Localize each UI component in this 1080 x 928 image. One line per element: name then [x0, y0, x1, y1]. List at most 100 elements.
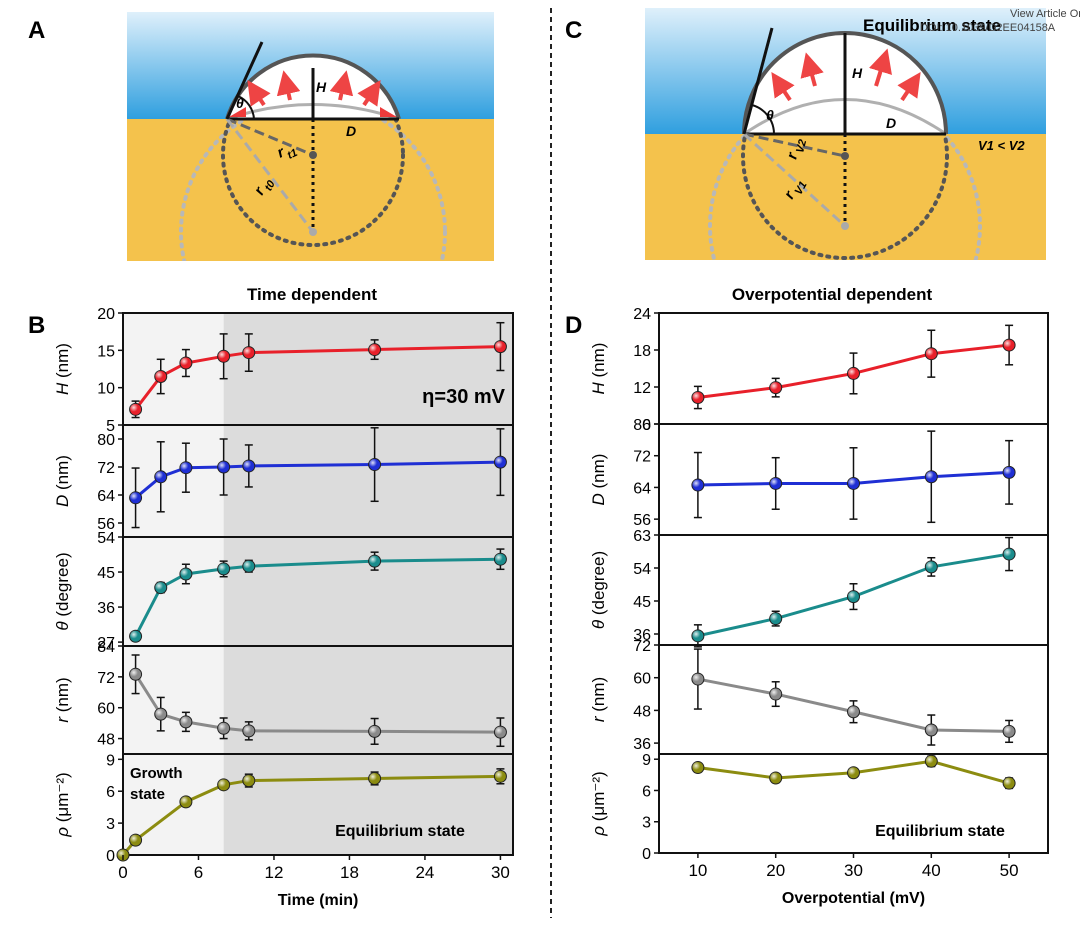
x-tick-label: 30: [844, 861, 863, 880]
data-point-highlight: [847, 367, 860, 380]
y-axis-unit: (degree): [589, 551, 608, 620]
y-tick-label: 9: [642, 752, 651, 769]
data-point-highlight: [154, 370, 167, 383]
subplot-frame: [658, 644, 1049, 755]
x-tick-label: 0: [118, 863, 127, 882]
angle-arc-right: [751, 104, 776, 135]
schematic-left: H D θ r t1 r t0: [127, 12, 494, 261]
subplot-0: 6 12 18 24 H (nm): [589, 306, 1049, 434]
data-point-highlight: [691, 673, 704, 686]
eta-annotation: η=30 mV: [422, 386, 505, 408]
y-tick-label: 54: [97, 530, 115, 547]
data-point-highlight: [154, 470, 167, 483]
data-point-highlight: [691, 479, 704, 492]
y-axis-symbol: D: [589, 493, 608, 505]
radius-t1-line: [226, 117, 314, 157]
y-axis-unit: (μm⁻²): [53, 772, 72, 827]
data-point-highlight: [494, 553, 507, 566]
data-point-highlight: [847, 477, 860, 490]
data-point-highlight: [691, 629, 704, 642]
subplot-4: 0 3 6 9 ρ (μm⁻²): [53, 752, 514, 865]
x-tick-label: 50: [1000, 861, 1019, 880]
center-v2-dot: [841, 152, 849, 160]
data-point-highlight: [1003, 466, 1016, 479]
growth-arrow-r1: [771, 72, 795, 102]
y-tick-label: 18: [633, 343, 651, 360]
panel-letter-d: D: [565, 312, 582, 339]
article-link-note[interactable]: View Article Online: [1010, 8, 1080, 20]
view-article-text: View Article Online: [1010, 8, 1080, 20]
x-tick-label: 24: [415, 863, 434, 882]
data-point-highlight: [847, 590, 860, 603]
y-tick-label: 20: [97, 306, 115, 323]
outer-dotted-circle: [179, 98, 447, 261]
y-tick-label: 54: [633, 561, 651, 578]
y-tick-label: 45: [97, 565, 115, 582]
y-axis-unit: (nm): [589, 454, 608, 494]
data-point-highlight: [242, 724, 255, 737]
growth-label-line1: Growth: [130, 765, 183, 782]
data-point-highlight: [217, 722, 230, 735]
y-axis-unit: (nm): [589, 677, 608, 717]
y-tick-label: 72: [97, 460, 115, 477]
data-point-highlight: [769, 771, 782, 784]
y-tick-label: 5: [106, 418, 115, 435]
red-rim-left: [229, 107, 246, 117]
doi-text: DOI: 10.1039/D2EE04158A: [920, 22, 1056, 34]
data-point-highlight: [217, 350, 230, 363]
y-tick-label: 72: [97, 670, 115, 687]
data-point-highlight: [368, 555, 381, 568]
equilibrium-label: Equilibrium state: [335, 823, 465, 840]
data-point-highlight: [129, 630, 142, 643]
label-h-right: H: [852, 65, 863, 81]
y-tick-label: 45: [633, 594, 651, 611]
data-point-highlight: [179, 461, 192, 474]
label-v-compare: V1 < V2: [978, 138, 1025, 153]
y-axis-label: D (nm): [53, 455, 72, 507]
chart-title: Time dependent: [247, 285, 377, 304]
y-axis-label: D (nm): [589, 454, 608, 506]
y-tick-label: 80: [633, 417, 651, 434]
y-axis-symbol: θ: [589, 619, 608, 629]
data-point-highlight: [217, 562, 230, 575]
x-tick-label: 40: [922, 861, 941, 880]
label-theta-right: θ: [766, 107, 774, 123]
center-v1-dot: [841, 222, 849, 230]
y-tick-label: 15: [97, 343, 115, 360]
growth-arrow-r4: [897, 72, 921, 102]
data-point-highlight: [494, 726, 507, 739]
equilibrium-label: Equilibrium state: [875, 823, 1005, 840]
y-axis-label: H (nm): [589, 343, 608, 395]
data-point-highlight: [925, 470, 938, 483]
x-axis-label: Time (min): [278, 892, 359, 909]
y-axis-unit: (nm): [53, 677, 72, 717]
panel-letter-b: B: [28, 312, 45, 339]
data-point-highlight: [179, 567, 192, 580]
data-point-highlight: [179, 715, 192, 728]
data-point-highlight: [1003, 339, 1016, 352]
data-point-highlight: [242, 459, 255, 472]
tangent-line-right: [742, 27, 774, 135]
schematic-right: Equilibrium state H D θ V1 < V2 r V2 r V…: [645, 8, 1046, 260]
data-point-highlight: [769, 477, 782, 490]
label-rv2-r: r: [783, 150, 801, 161]
y-axis-symbol: r: [589, 715, 608, 722]
data-point-highlight: [242, 774, 255, 787]
y-tick-label: 0: [106, 848, 115, 865]
y-tick-label: 72: [633, 638, 651, 655]
growth-arrow-1: [247, 80, 271, 107]
x-tick-label: 20: [766, 861, 785, 880]
data-point-highlight: [179, 795, 192, 808]
data-point-highlight: [494, 770, 507, 783]
y-tick-label: 36: [633, 736, 651, 753]
subplot-3: 48 60 72 84 r (nm): [53, 639, 514, 755]
y-axis-unit: (nm): [589, 343, 608, 383]
y-tick-label: 6: [642, 417, 651, 434]
subplot-frame: [122, 753, 514, 856]
data-point-highlight: [691, 391, 704, 404]
label-rv2-sub: V2: [794, 138, 809, 154]
doi-note: DOI: 10.1039/D2EE04158A: [920, 22, 1080, 34]
y-axis-symbol: r: [53, 716, 72, 723]
data-point-highlight: [217, 461, 230, 473]
